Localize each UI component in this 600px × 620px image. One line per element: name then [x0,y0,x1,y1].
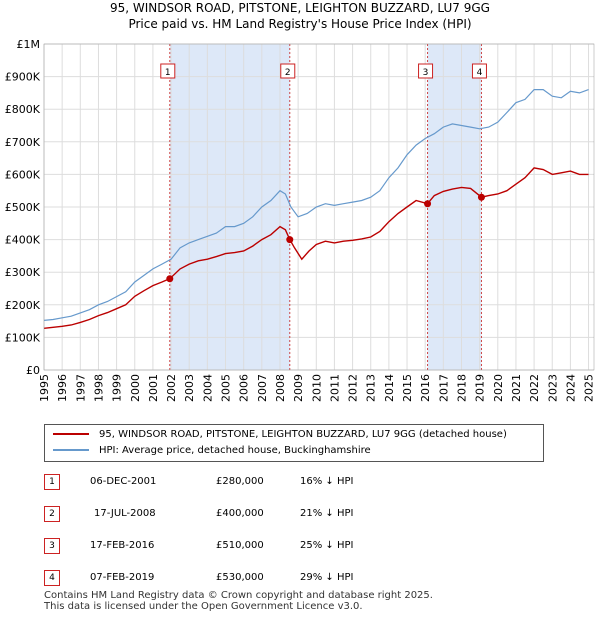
x-tick-label: 1996 [56,374,69,402]
footer: Contains HM Land Registry data © Crown c… [44,590,433,612]
sale-marker-number: 4 [477,68,483,78]
y-tick-label: £0 [26,364,40,377]
legend-hpi-swatch [53,449,89,451]
y-tick-label: £200K [5,299,41,312]
footer-copyright: Contains HM Land Registry data © Crown c… [44,590,433,601]
y-tick-label: £1M [17,38,41,51]
x-tick-label: 2015 [401,374,414,402]
sale-hpi-delta: 16% ↓ HPI [300,476,354,487]
sale-marker-badge [471,63,487,79]
x-tick-label: 2000 [129,374,142,402]
sale-hpi-delta: 21% ↓ HPI [300,508,354,519]
x-tick-label: 1998 [92,374,105,402]
x-tick-label: 2006 [238,374,251,402]
sale-point [286,236,294,244]
y-tick-label: £600K [5,168,41,181]
sale-hpi-delta: 29% ↓ HPI [300,572,354,583]
y-tick-label: £400K [5,234,41,247]
sale-point [424,200,432,208]
sale-hpi-delta: 25% ↓ HPI [300,540,354,551]
y-tick-label: £100K [5,331,41,344]
y-tick-label: £800K [5,103,41,116]
price-chart: £0 £100K £200K £300K £400K £500K £600K £700K £80… [5,38,596,402]
x-tick-label: 2019 [474,374,487,402]
x-tick-label: 2021 [510,374,523,402]
x-tick-label: 2007 [256,374,269,402]
x-tick-label: 2011 [328,374,341,402]
x-tick-label: 2024 [564,374,577,402]
y-tick-label: £500K [5,201,41,214]
sale-date: 06-DEC-2001 [90,476,157,487]
chart-title-subtitle: Price paid vs. HM Land Registry's House … [128,17,472,31]
x-tick-label: 2016 [419,374,432,402]
x-tick-label: 2023 [546,374,559,402]
chart-title-address: 95, WINDSOR ROAD, PITSTONE, LEIGHTON BUZ… [110,1,490,15]
x-tick-label: 2010 [310,374,323,402]
x-tick-label: 2014 [383,374,396,402]
sale-marker-number: 1 [165,68,171,78]
x-tick-label: 2012 [347,374,360,402]
x-tick-label: 2025 [583,374,596,402]
sale-marker-badge [160,63,176,79]
x-tick-label: 2001 [147,374,160,402]
x-tick-label: 1997 [74,374,87,402]
legend-price-label: 95, WINDSOR ROAD, PITSTONE, LEIGHTON BUZ… [99,429,507,440]
footer-licence: This data is licensed under the Open Gov… [44,601,363,612]
price-series-line [43,167,589,329]
x-tick-label: 2004 [201,374,214,402]
x-tick-label: 1999 [111,374,124,402]
sale-point [166,275,174,283]
sale-point [477,193,485,201]
sale-number-badge: 2 [44,506,60,522]
x-tick-label: 2020 [492,374,505,402]
legend-hpi-entry: HPI: Average price, detached house, Buck… [53,444,371,458]
sale-marker-badge [418,63,434,79]
sale-number-badge: 4 [44,570,60,586]
legend-price-entry: 95, WINDSOR ROAD, PITSTONE, LEIGHTON BUZ… [53,428,507,442]
legend-hpi-label: HPI: Average price, detached house, Buck… [99,445,371,456]
y-tick-label: £700K [5,136,41,149]
sale-number-badge: 1 [44,474,60,490]
sale-price: £530,000 [216,572,264,583]
x-tick-label: 2009 [292,374,305,402]
y-tick-label: £900K [5,71,41,84]
x-tick-label: 2013 [365,374,378,402]
legend-price-swatch [53,433,89,435]
x-tick-label: 2017 [437,374,450,402]
legend: 95, WINDSOR ROAD, PITSTONE, LEIGHTON BUZ… [44,424,544,462]
x-tick-label: 2002 [165,374,178,402]
hpi-series-line [43,89,589,321]
sale-number-badge: 3 [44,538,60,554]
plot-area-frame [43,43,595,371]
sale-marker-number: 3 [423,68,429,78]
sale-price: £400,000 [216,508,264,519]
sale-marker-number: 2 [285,68,291,78]
sale-price: £280,000 [216,476,264,487]
x-tick-label: 2003 [183,374,196,402]
sale-date: 17-FEB-2016 [90,540,155,551]
sale-date: 17-JUL-2008 [94,508,156,519]
x-tick-label: 1995 [38,374,51,402]
sale-date: 07-FEB-2019 [90,572,155,583]
x-tick-label: 2018 [455,374,468,402]
y-tick-label: £300K [5,266,41,279]
x-tick-label: 2022 [528,374,541,402]
x-tick-label: 2008 [274,374,287,402]
x-tick-label: 2005 [220,374,233,402]
sale-marker-badge [280,63,296,79]
sale-price: £510,000 [216,540,264,551]
